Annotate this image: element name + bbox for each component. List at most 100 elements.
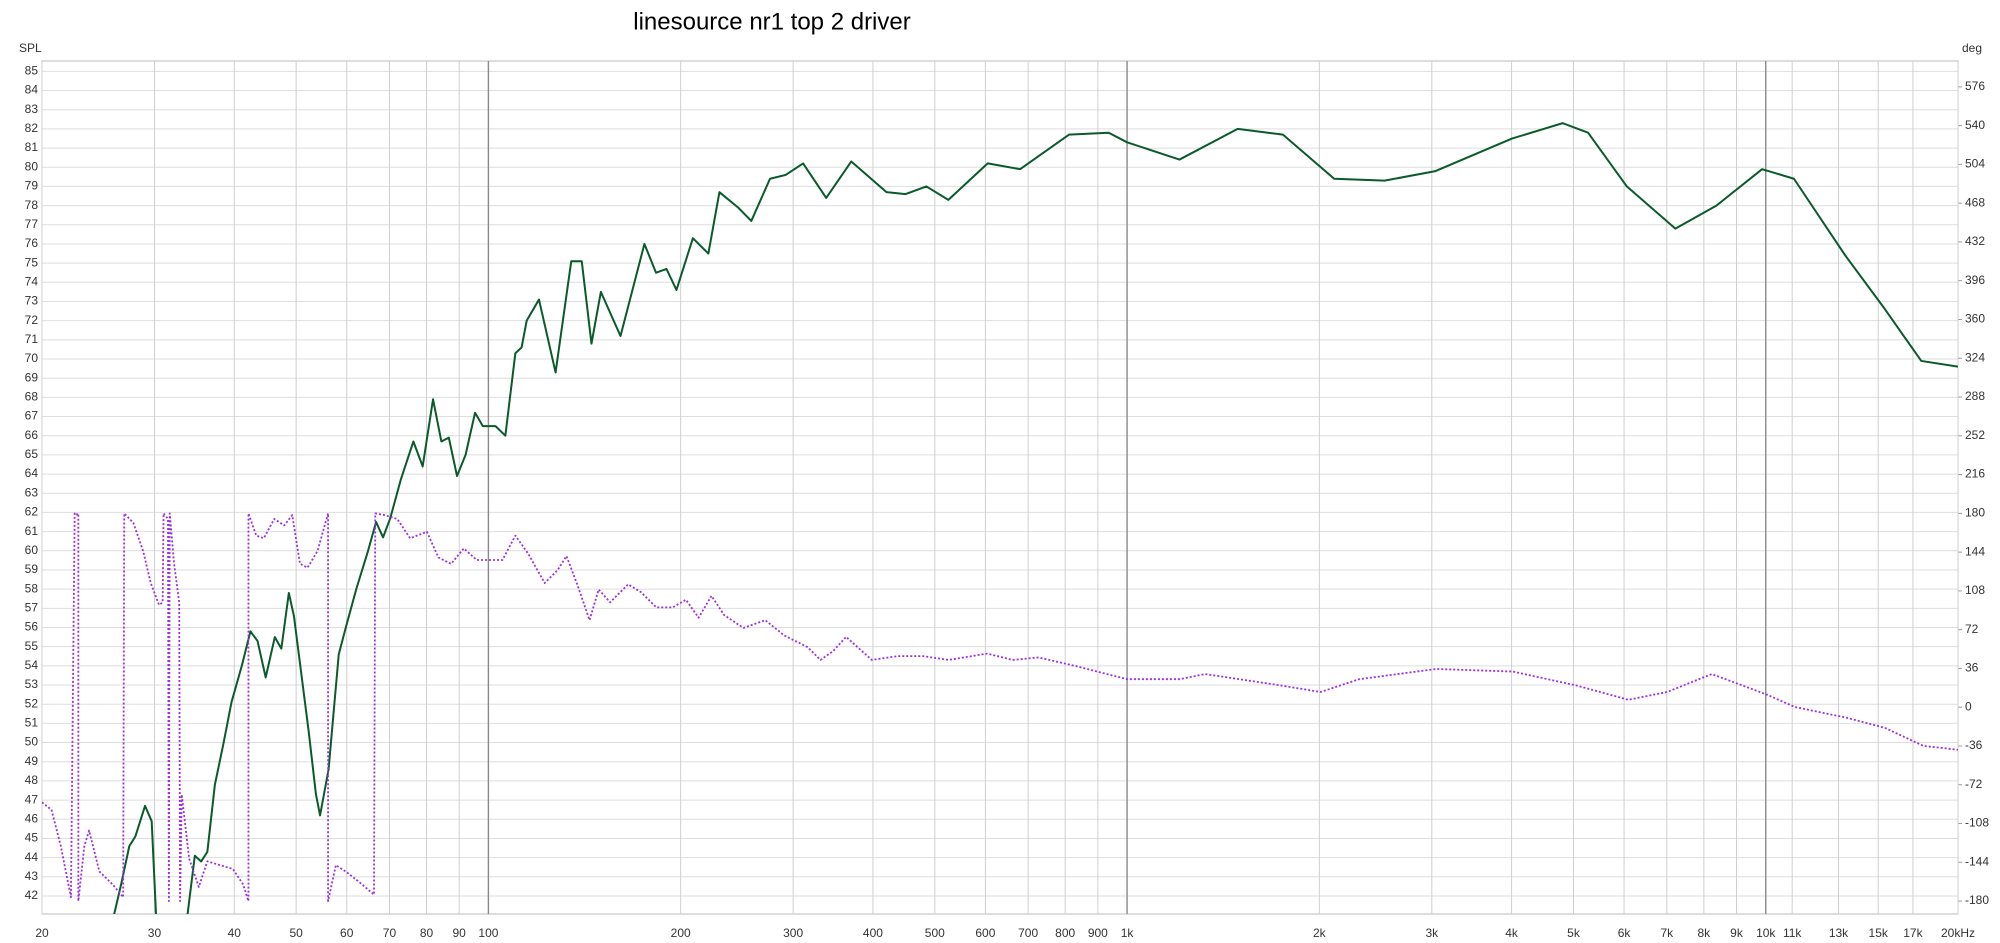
y-tick-label: 69 [25,370,39,384]
y2-tick-label: 252 [1965,428,1985,442]
x-tick-label: 6k [1618,926,1632,940]
y-tick-label: 71 [25,332,39,346]
y-tick-label: 52 [25,696,39,710]
y-tick-label: 60 [25,543,39,557]
y-tick-label: 56 [25,620,39,634]
x-tick-label: 400 [863,926,883,940]
y-tick-label: 73 [25,294,39,308]
y2-tick-label: -72 [1965,777,1983,791]
y-tick-label: 55 [25,639,39,653]
x-tick-label: 500 [925,926,945,940]
y-tick-label: 68 [25,390,39,404]
x-tick-label: 2k [1313,926,1327,940]
x-tick-label: 100 [478,926,498,940]
y-tick-label: 79 [25,179,39,193]
x-tick-label: 90 [453,926,467,940]
x-tick-label: 1k [1121,926,1135,940]
y2-tick-label: -180 [1965,893,1989,907]
y2-tick-label: 540 [1965,118,1985,132]
y-tick-label: 78 [25,198,39,212]
y-tick-label: 76 [25,236,39,250]
y-tick-label: 70 [25,351,39,365]
y-tick-label: 45 [25,831,39,845]
y-tick-label: 62 [25,505,39,519]
x-tick-label: 8k [1698,926,1712,940]
y2-tick-label: 180 [1965,506,1985,520]
lines [42,122,1958,914]
y-tick-label: 84 [25,83,39,97]
x-tick-label: 17k [1903,926,1923,940]
y2-tick-label: 396 [1965,273,1985,287]
y-tick-label: 49 [25,754,39,768]
y-tick-label: 51 [25,716,39,730]
y2-tick-label: 0 [1965,699,1972,713]
y-tick-label: 66 [25,428,39,442]
x-tick-label: 13k [1829,926,1849,940]
y-tick-label: 57 [25,600,39,614]
x-tick-label: 900 [1088,926,1108,940]
x-tick-label: 80 [420,926,434,940]
y2-tick-label: -36 [1965,738,1983,752]
y-tick-label: 77 [25,217,39,231]
y-tick-label: 50 [25,735,39,749]
y-tick-label: 42 [25,888,39,902]
y-tick-label: 58 [25,581,39,595]
y-axis-label: SPL [19,41,42,55]
x-tick-label: 5k [1567,926,1581,940]
y-tick-label: 63 [25,485,39,499]
y-tick-label: 54 [25,658,39,672]
y-tick-label: 64 [25,466,39,480]
x-tick-label: 4k [1505,926,1519,940]
y-tick-label: 81 [25,140,39,154]
series-line [42,512,1958,902]
x-tick-label: 700 [1018,926,1038,940]
y-tick-label: 59 [25,562,39,576]
y-tick-label: 72 [25,313,39,327]
y2-tick-label: 360 [1965,312,1985,326]
x-tick-label: 600 [975,926,995,940]
y-tick-label: 75 [25,255,39,269]
x-tick-label: 50 [289,926,303,940]
y-tick-label: 80 [25,159,39,173]
x-tick-label: 7k [1660,926,1674,940]
x-tick-label: 10k [1756,926,1776,940]
x-tick-label: 60 [340,926,354,940]
x-tick-label: 20kHz [1941,926,1975,940]
y-tick-label: 67 [25,409,39,423]
y2-tick-label: 216 [1965,467,1985,481]
x-tick-label: 15k [1869,926,1889,940]
y-tick-label: 82 [25,121,39,135]
x-tick-label: 30 [148,926,162,940]
grid: 42 43 44 45 46 47 48 49 50 51 52 53 54 55 56 57 58 59 60 61… [25,61,1989,940]
y2-tick-label: 108 [1965,583,1985,597]
y-tick-label: 46 [25,811,39,825]
x-tick-label: 300 [783,926,803,940]
y2-tick-label: 432 [1965,234,1985,248]
y-tick-label: 83 [25,102,39,116]
y-tick-label: 43 [25,869,39,883]
plot-area [41,60,1959,915]
x-tick-label: 3k [1425,926,1439,940]
series-line [113,122,1958,914]
y2-tick-label: 36 [1965,661,1979,675]
x-tick-label: 9k [1730,926,1744,940]
y2-tick-label: 144 [1965,544,1985,558]
y2-tick-label: 72 [1965,622,1979,636]
y-tick-label: 47 [25,792,39,806]
y-tick-label: 48 [25,773,39,787]
y-tick-label: 85 [25,64,39,78]
y2-tick-label: 468 [1965,195,1985,209]
y2-tick-label: 576 [1965,79,1985,93]
y-tick-label: 74 [25,274,39,288]
y-tick-label: 61 [25,524,39,538]
x-tick-label: 800 [1055,926,1075,940]
y2-tick-label: -108 [1965,816,1989,830]
x-tick-label: 70 [383,926,397,940]
y2-axis-label: deg [1962,41,1982,55]
y-tick-label: 44 [25,850,39,864]
y2-tick-label: 504 [1965,157,1985,171]
y-tick-label: 53 [25,677,39,691]
x-tick-label: 200 [671,926,691,940]
y2-tick-label: 288 [1965,389,1985,403]
